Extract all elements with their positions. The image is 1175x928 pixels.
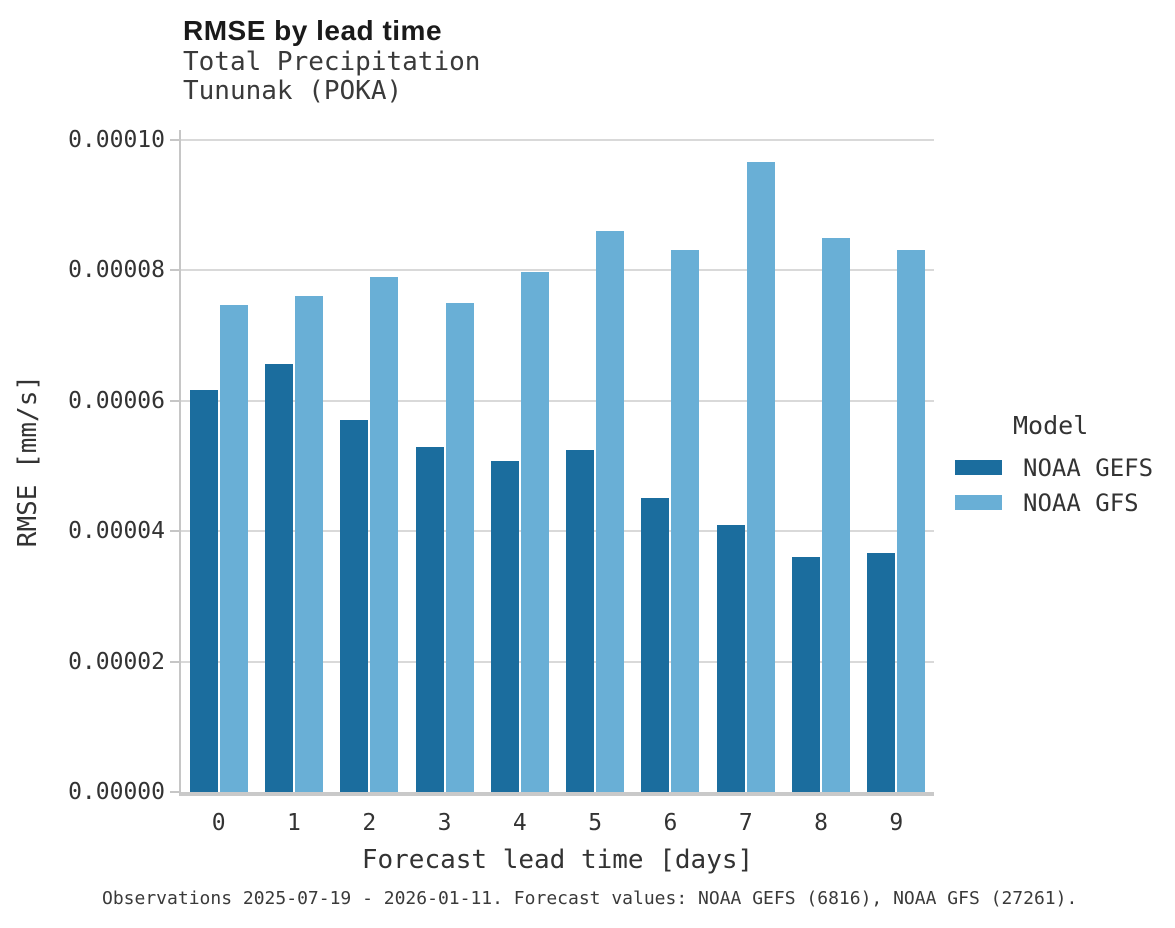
y-tick-mark <box>170 399 179 402</box>
gridline-y <box>181 530 934 533</box>
x-tick-label: 1 <box>287 810 301 836</box>
legend-swatch <box>955 460 1002 475</box>
bar-noaa-gfs-lead-9 <box>897 250 926 792</box>
bar-noaa-gefs-lead-0 <box>189 390 218 792</box>
gridline-y <box>181 660 934 663</box>
gridline-y <box>181 139 934 141</box>
bar-noaa-gefs-lead-9 <box>867 553 896 792</box>
y-tick-mark <box>170 139 179 141</box>
chart-header: RMSE by lead time Total Precipitation Tu… <box>183 14 480 106</box>
chart-subtitle-variable: Total Precipitation <box>183 47 481 77</box>
bar-noaa-gfs-lead-2 <box>370 276 399 792</box>
bar-noaa-gefs-lead-1 <box>264 363 293 792</box>
y-tick-label: 0.00008 <box>68 257 165 284</box>
y-tick-label: 0.00004 <box>68 518 165 545</box>
bar-noaa-gfs-lead-1 <box>294 295 323 792</box>
plot-panel <box>170 130 934 796</box>
bar-noaa-gfs-lead-5 <box>596 230 625 792</box>
bar-noaa-gefs-lead-7 <box>716 525 745 792</box>
x-tick-label: 5 <box>588 810 603 836</box>
bar-noaa-gfs-lead-0 <box>219 304 248 792</box>
bar-noaa-gfs-lead-8 <box>822 237 851 792</box>
chart-subtitle-station: Tununak (POKA) <box>183 76 403 106</box>
y-axis-title: RMSE [mm/s] <box>8 130 48 792</box>
gridline-y <box>181 399 934 402</box>
legend-item-noaa-gfs: NOAA GFS <box>955 485 1153 520</box>
x-tick-label: 2 <box>362 810 377 836</box>
legend-title: Model <box>1013 411 1089 440</box>
legend: Model NOAA GEFS NOAA GFS <box>955 411 1153 520</box>
x-tick-label: 9 <box>889 810 904 836</box>
bar-noaa-gfs-lead-3 <box>445 303 474 792</box>
footer-caption: Observations 2025-07-19 - 2026-01-11. Fo… <box>102 888 1078 909</box>
y-tick-mark <box>170 660 179 663</box>
x-tick-label: 8 <box>814 810 828 836</box>
x-tick-label: 6 <box>663 810 678 836</box>
y-tick-label: 0.00010 <box>68 127 165 153</box>
x-axis-title: Forecast lead time [days] <box>361 845 754 875</box>
legend-label: NOAA GEFS <box>1023 453 1154 482</box>
y-tick-label: 0.00006 <box>68 387 165 414</box>
bar-noaa-gefs-lead-6 <box>641 497 670 792</box>
bar-noaa-gfs-lead-4 <box>520 272 549 792</box>
y-tick-label: 0.00002 <box>68 648 165 675</box>
bar-noaa-gfs-lead-7 <box>746 162 775 792</box>
legend-item-noaa-gefs: NOAA GEFS <box>955 450 1153 485</box>
x-tick-label: 3 <box>437 810 452 836</box>
legend-items: NOAA GEFS NOAA GFS <box>955 450 1153 520</box>
bar-noaa-gefs-lead-5 <box>566 449 595 792</box>
y-tick-mark <box>170 530 179 533</box>
x-tick-label: 7 <box>738 810 753 836</box>
gridline-y <box>181 269 934 272</box>
bar-noaa-gefs-lead-2 <box>340 420 369 792</box>
chart-title: RMSE by lead time <box>183 15 443 46</box>
bar-noaa-gfs-lead-6 <box>671 249 700 792</box>
bar-noaa-gefs-lead-3 <box>415 447 444 792</box>
bar-noaa-gefs-lead-8 <box>792 557 821 792</box>
x-tick-label: 4 <box>512 810 527 836</box>
legend-label: NOAA GFS <box>1023 488 1139 517</box>
y-tick-mark <box>170 269 179 272</box>
x-tick-label: 0 <box>211 810 226 836</box>
legend-swatch <box>955 495 1002 510</box>
y-tick-mark <box>170 791 179 793</box>
y-tick-label: 0.00000 <box>68 779 165 805</box>
bar-noaa-gefs-lead-4 <box>490 461 519 792</box>
